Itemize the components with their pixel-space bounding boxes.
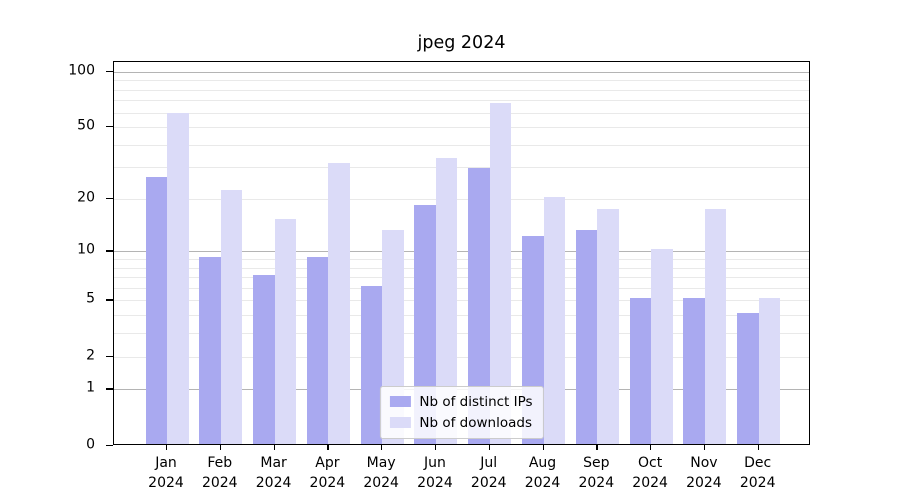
- x-tick-mark-sep: [596, 444, 598, 450]
- legend-entry-downloads: Nb of downloads: [389, 415, 532, 431]
- x-tick-mark-jan: [166, 444, 168, 450]
- x-tick-label-aug: Aug 2024: [524, 454, 561, 491]
- gridline-minor-8: [114, 267, 809, 269]
- x-tick-mark-jun: [434, 444, 437, 450]
- bar-apr-distinct-ips: [306, 257, 329, 444]
- bar-jul-distinct-ips: [468, 168, 490, 444]
- bar-jun-distinct-ips: [414, 205, 436, 444]
- bar-mar-downloads: [274, 218, 297, 444]
- y-tick-mark-2: [106, 355, 113, 357]
- x-tick-mark-oct: [650, 444, 652, 450]
- gridline-minor-50: [114, 127, 809, 129]
- chart-title: jpeg 2024: [417, 33, 506, 53]
- y-tick-label-100: 100: [68, 62, 95, 79]
- y-tick-label-2: 2: [86, 347, 95, 364]
- bar-sep-downloads: [597, 209, 619, 444]
- y-tick-mark-0: [106, 444, 113, 446]
- legend: Nb of distinct IPs Nb of downloads: [379, 385, 544, 439]
- bar-oct-distinct-ips: [629, 298, 652, 444]
- y-tick-label-0: 0: [86, 436, 95, 453]
- gridline-minor-4: [114, 315, 809, 317]
- x-tick-mark-aug: [542, 444, 544, 450]
- gridline-minor-20: [114, 198, 809, 200]
- legend-swatch-downloads: [389, 417, 411, 428]
- bar-apr-downloads: [328, 162, 350, 444]
- gridline-minor-2: [114, 356, 809, 358]
- legend-label-distinct-ips: Nb of distinct IPs: [419, 393, 533, 410]
- x-tick-label-dec: Dec 2024: [739, 454, 776, 491]
- x-tick-label-mar: Mar 2024: [255, 454, 292, 491]
- y-axis: 0 1 2 5 10 20 50 100: [0, 61, 113, 452]
- bar-oct-downloads: [651, 249, 673, 444]
- y-tick-label-20: 20: [77, 189, 95, 206]
- y-tick-mark-5: [106, 299, 113, 301]
- x-tick-label-nov: Nov 2024: [686, 454, 722, 491]
- legend-swatch-distinct-ips: [389, 396, 411, 407]
- bar-jul-downloads: [489, 102, 512, 444]
- x-tick-label-jan: Jan 2024: [148, 454, 184, 491]
- x-axis: Jan 2024 Feb 2024 Mar 2024 Apr 2024 May 2024 Jun 20…: [113, 444, 810, 500]
- x-tick-mark-jul: [488, 444, 491, 450]
- gridline-minor-70: [114, 100, 809, 102]
- x-tick-mark-may: [381, 444, 383, 450]
- bar-dec-distinct-ips: [737, 313, 759, 444]
- x-tick-label-sep: Sep 2024: [578, 454, 615, 491]
- x-tick-mark-nov: [703, 444, 706, 450]
- gridline-major-10: [114, 251, 809, 253]
- y-tick-mark-1: [106, 388, 113, 390]
- gridline-minor-90: [114, 80, 809, 82]
- bar-dec-downloads: [758, 298, 781, 444]
- legend-entry-distinct-ips: Nb of distinct IPs: [389, 393, 533, 410]
- x-tick-label-jul: Jul 2024: [470, 454, 507, 491]
- x-tick-mark-apr: [327, 444, 329, 450]
- bar-aug-downloads: [543, 196, 566, 444]
- x-tick-label-oct: Oct 2024: [632, 454, 668, 491]
- gridline-minor-60: [114, 112, 809, 114]
- y-tick-label-5: 5: [86, 291, 95, 308]
- bar-may-distinct-ips: [360, 285, 383, 444]
- gridline-minor-3: [114, 333, 809, 335]
- plot-area: Nb of distinct IPs Nb of downloads: [113, 61, 810, 445]
- bar-nov-distinct-ips: [683, 298, 705, 444]
- y-tick-mark-100: [106, 70, 113, 72]
- y-tick-label-50: 50: [77, 117, 95, 134]
- bar-feb-downloads: [220, 189, 243, 444]
- gridline-major-100: [114, 71, 809, 73]
- bar-mar-distinct-ips: [253, 275, 275, 444]
- x-tick-label-apr: Apr 2024: [309, 454, 346, 491]
- y-tick-mark-10: [106, 250, 113, 252]
- y-tick-mark-20: [106, 197, 113, 200]
- x-tick-label-feb: Feb 2024: [201, 454, 238, 491]
- bar-jan-downloads: [167, 113, 189, 444]
- bar-sep-distinct-ips: [575, 229, 598, 444]
- gridline-minor-5: [114, 300, 809, 302]
- x-tick-mark-mar: [273, 444, 275, 450]
- x-tick-mark-dec: [757, 444, 759, 450]
- bar-jun-downloads: [435, 157, 458, 444]
- gridline-minor-9: [114, 258, 809, 260]
- x-tick-label-jun: Jun 2024: [417, 454, 453, 491]
- bar-nov-downloads: [704, 209, 727, 444]
- gridline-minor-30: [114, 167, 809, 169]
- gridline-minor-40: [114, 144, 809, 146]
- x-tick-mark-feb: [219, 444, 222, 450]
- bar-jan-distinct-ips: [145, 176, 167, 444]
- gridline-minor-7: [114, 277, 809, 279]
- y-tick-label-1: 1: [86, 380, 95, 397]
- gridline-minor-6: [114, 287, 809, 289]
- bar-feb-distinct-ips: [199, 257, 221, 444]
- gridline-minor-80: [114, 89, 809, 91]
- legend-label-downloads: Nb of downloads: [419, 414, 532, 431]
- y-tick-mark-50: [106, 126, 113, 128]
- y-tick-label-10: 10: [77, 241, 95, 258]
- x-tick-label-may: May 2024: [363, 454, 399, 491]
